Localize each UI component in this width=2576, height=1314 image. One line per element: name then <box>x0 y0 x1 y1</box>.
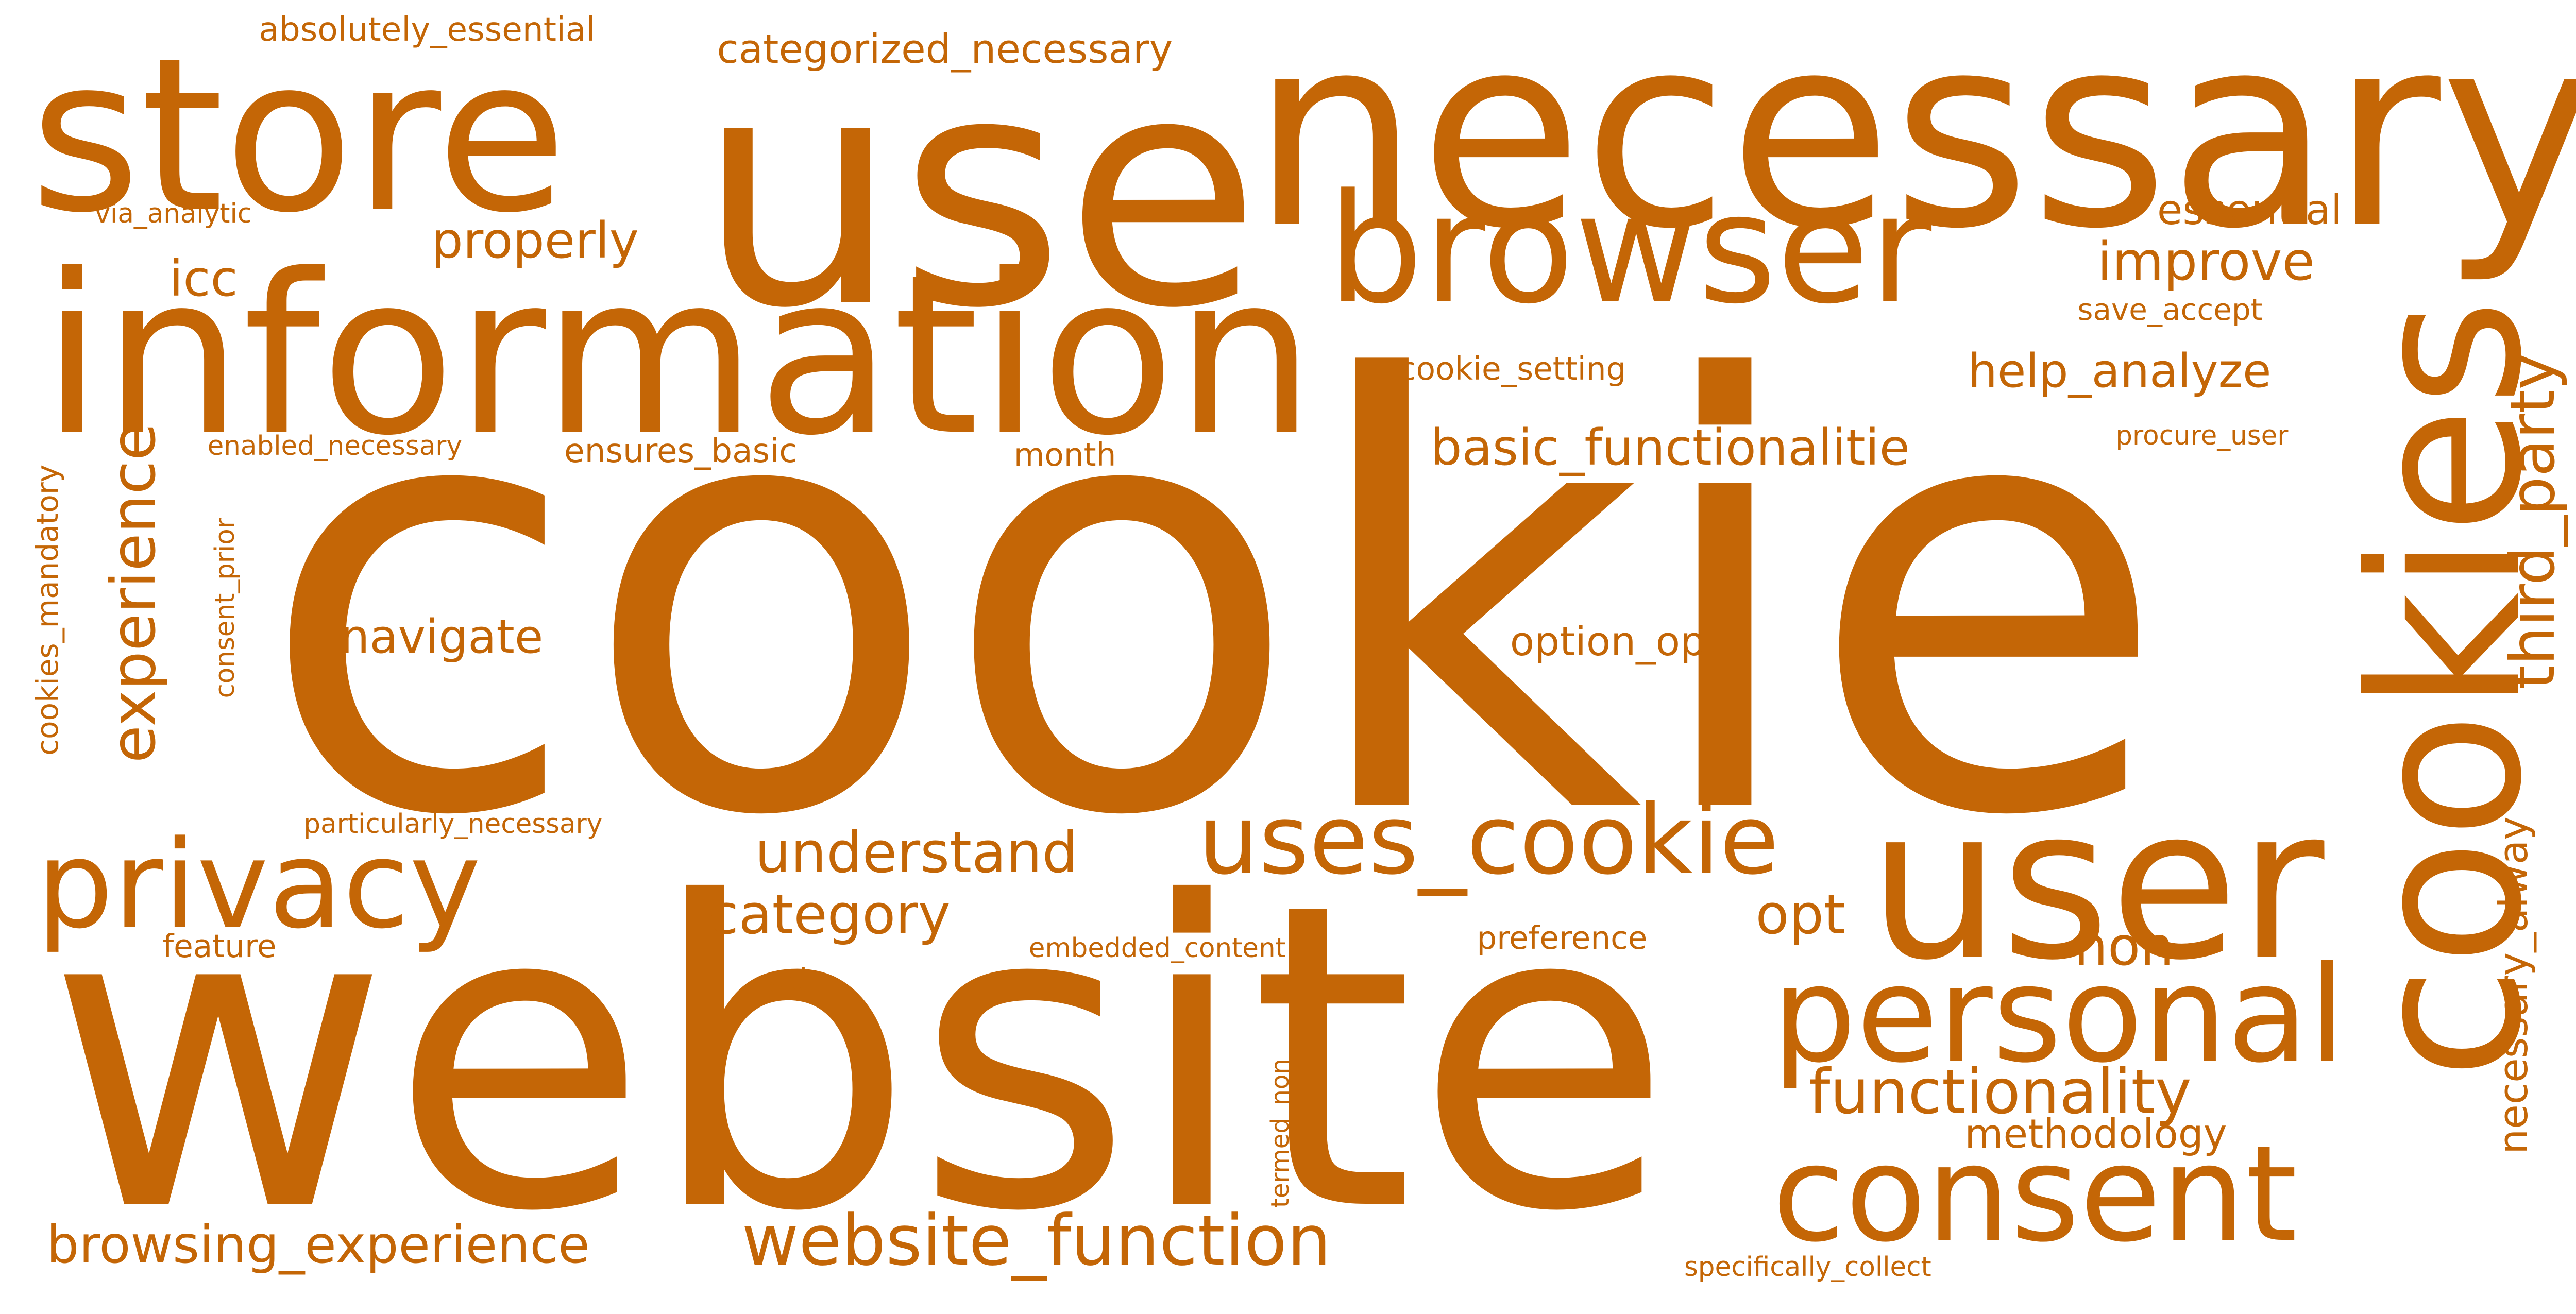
word-specifically_collect: specifically_collect <box>1684 1251 1931 1283</box>
word-consent: consent <box>1772 1117 2298 1272</box>
word-experience: experience <box>97 423 170 763</box>
word-enabled_necessary: enabled_necessary <box>207 430 462 462</box>
word-basic_functionalitie: basic_functionalitie <box>1430 418 1910 477</box>
word-website_function: website_function <box>741 1200 1331 1282</box>
word-ad: ad <box>768 963 808 1000</box>
word-properly: properly <box>431 211 639 269</box>
word-ensures_basic: ensures_basic <box>564 431 798 470</box>
word-via_analytic: via_analytic <box>94 198 252 229</box>
word-termed_non: termed_non <box>1265 1058 1295 1208</box>
word-necessary_alway: necessary_alway <box>2490 816 2537 1154</box>
word-navigate: navigate <box>340 609 544 664</box>
word-cookie_setting: cookie_setting <box>1399 351 1626 387</box>
word-month: month <box>1013 437 1116 474</box>
word-personal: personal <box>1772 937 2346 1093</box>
word-cookies_mandatory: cookies_mandatory <box>30 464 65 756</box>
word-opt: opt <box>1755 883 1845 947</box>
word-user: user <box>1868 762 2325 1006</box>
word-save_accept: save_accept <box>2077 292 2263 328</box>
word-cookie: cookie <box>257 258 2169 944</box>
word-functionality: functionality <box>1808 1056 2192 1129</box>
word-third_party: third_party <box>2497 353 2569 690</box>
word-categorized_necessary: categorized_necessary <box>717 26 1173 73</box>
word-browser: browser <box>1327 162 1932 338</box>
word-website: website <box>46 814 1673 1303</box>
word-consent_prior: consent_prior <box>210 517 241 698</box>
word-browsing_experience: browsing_experience <box>46 1215 590 1275</box>
word-essential: essential <box>2157 185 2343 234</box>
word-understand: understand <box>755 819 1078 885</box>
word-information: information <box>41 227 1315 484</box>
word-particularly_necessary: particularly_necessary <box>303 808 603 840</box>
word-help_analyze: help_analyze <box>1968 344 2272 399</box>
word-embedded_content: embedded_content <box>1028 933 1286 964</box>
word-absolutely_essential: absolutely_essential <box>259 10 596 49</box>
word-uses_cookie: uses_cookie <box>1198 784 1779 897</box>
word-necessary: necessary <box>1251 0 2576 287</box>
word-non: non <box>2074 916 2174 978</box>
word-preference: preference <box>1477 919 1648 957</box>
word-use: use <box>697 7 1261 378</box>
word-store: store <box>29 12 567 260</box>
word-procure_user: procure_user <box>2115 420 2289 452</box>
word-privacy: privacy <box>36 814 481 955</box>
word-methodology: methodology <box>1964 1111 2227 1158</box>
word-category: category <box>708 883 951 947</box>
word-feature: feature <box>162 928 277 965</box>
word-icc: icc <box>169 249 238 308</box>
word-option_opt: option_opt <box>1510 618 1721 665</box>
word-improve: improve <box>2097 231 2315 293</box>
